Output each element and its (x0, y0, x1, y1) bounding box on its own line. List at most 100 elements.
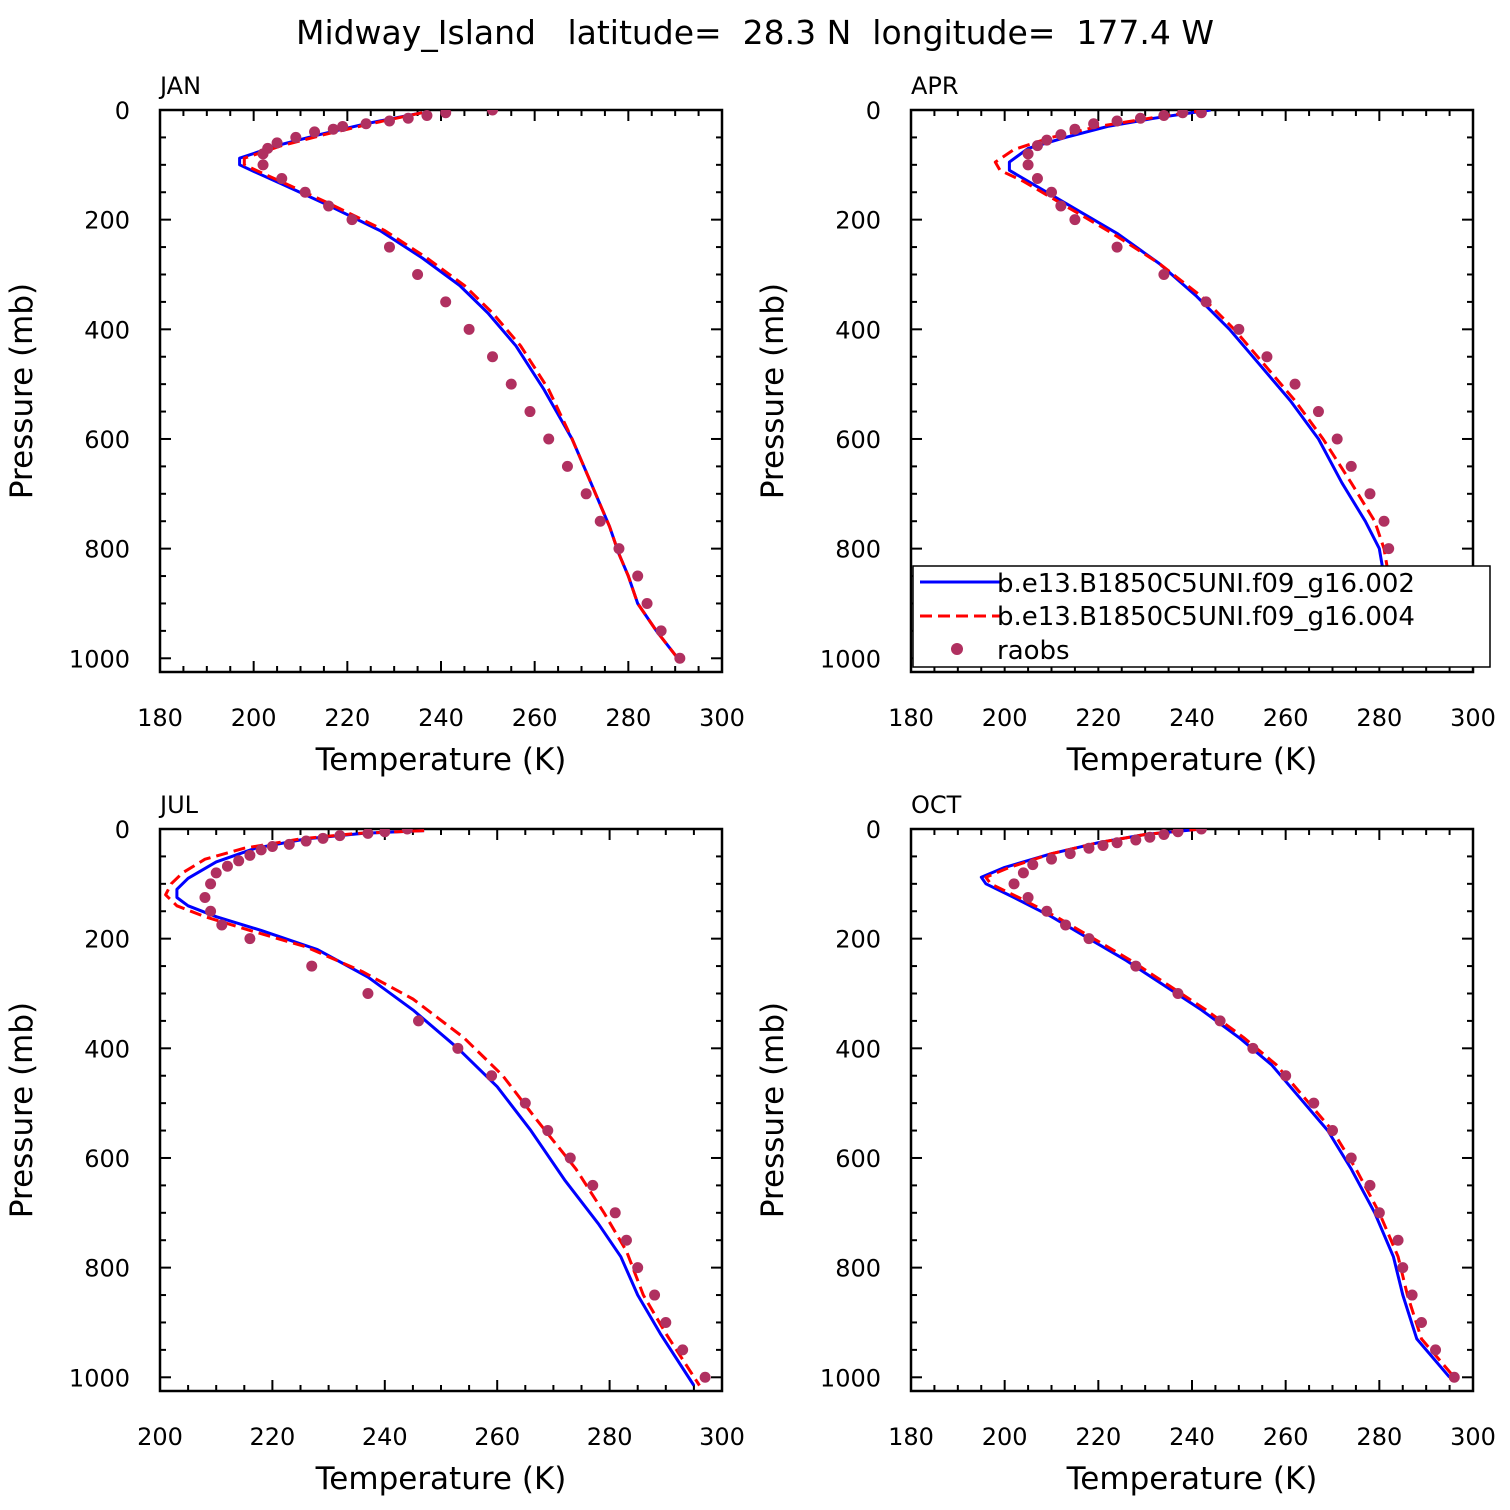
panel-label-jan: JAN (158, 72, 201, 100)
raobs-point (1158, 110, 1170, 121)
x-tick-label: 260 (1263, 704, 1309, 732)
raobs-point (1195, 829, 1207, 835)
raobs-point (1111, 115, 1123, 127)
panel-label-oct: OCT (911, 791, 962, 819)
y-tick-label: 800 (835, 536, 881, 564)
x-tick-label: 280 (587, 1423, 633, 1451)
y-axis-label-jan: Pressure (mb) (4, 283, 40, 499)
panel-label-apr: APR (911, 72, 959, 100)
raobs-point (1383, 543, 1395, 555)
y-tick-label: 600 (835, 426, 881, 454)
raobs-point (1214, 1015, 1226, 1027)
raobs-point (1177, 110, 1189, 119)
x-tick-label: 220 (1075, 704, 1121, 732)
x-tick-label: 220 (249, 1423, 295, 1451)
raobs-point (360, 118, 372, 130)
raobs-point (677, 1344, 689, 1356)
y-axis-label-apr: Pressure (mb) (755, 283, 791, 499)
raobs-point (632, 1262, 644, 1274)
raobs-point (580, 488, 592, 500)
raobs-point (1069, 214, 1081, 226)
y-tick-label: 400 (84, 1035, 130, 1063)
raobs-point (327, 123, 339, 135)
raobs-point (1046, 853, 1057, 865)
raobs-point (613, 543, 625, 555)
raobs-point (440, 296, 452, 308)
raobs-point (674, 652, 686, 664)
raobs-point (299, 186, 311, 198)
raobs-point (486, 1070, 498, 1082)
raobs-point (290, 131, 302, 143)
y-tick-label: 800 (835, 1255, 881, 1283)
x-tick-label: 200 (982, 1423, 1028, 1451)
raobs-point (1373, 1207, 1385, 1219)
y-tick-label: 400 (84, 316, 130, 344)
raobs-point (620, 1234, 632, 1246)
x-tick-label: 200 (137, 1423, 183, 1451)
raobs-point (1364, 488, 1376, 500)
raobs-point (244, 933, 256, 945)
raobs-point (1172, 987, 1184, 999)
y-tick-label: 200 (84, 207, 130, 235)
raobs-point (1022, 159, 1034, 171)
raobs-point (1312, 406, 1324, 418)
raobs-point (1280, 1070, 1292, 1082)
raobs-point (1378, 515, 1390, 527)
raobs-point (210, 867, 222, 879)
raobs-point (323, 200, 335, 212)
raobs-point (1017, 867, 1029, 879)
chart-title: Midway_Island latitude= 28.3 N longitude… (296, 13, 1214, 52)
plot-frame-oct (909, 827, 1475, 1393)
x-tick-label: 180 (888, 1423, 934, 1451)
raobs-point (1064, 848, 1076, 860)
raobs-point (1088, 118, 1100, 130)
raobs-point (362, 829, 374, 839)
raobs-point (257, 159, 269, 171)
raobs-point (216, 919, 228, 931)
raobs-point (1392, 1234, 1404, 1246)
legend-label-raobs: raobs (997, 636, 1070, 666)
raobs-point (1345, 460, 1357, 472)
raobs-point (1158, 829, 1170, 840)
x-tick-label: 260 (474, 1423, 520, 1451)
raobs-point (334, 830, 346, 842)
raobs-point (1031, 173, 1043, 185)
x-tick-label: 220 (1075, 1423, 1121, 1451)
raobs-point (1111, 241, 1123, 253)
raobs-point (233, 855, 245, 867)
raobs-point (1060, 919, 1072, 931)
raobs-point (1027, 859, 1039, 871)
panel-oct: OCT 180 200 220 240 260 280 300 0 200 400 600 800 100… (755, 791, 1496, 1497)
raobs-point (346, 214, 358, 226)
raobs-point (1144, 831, 1156, 843)
raobs-point (205, 905, 217, 917)
x-tick-label: 180 (888, 704, 934, 732)
raobs-point (1041, 134, 1053, 146)
x-tick-label: 240 (418, 704, 464, 732)
raobs-point (1083, 842, 1095, 854)
x-tick-label: 240 (362, 1423, 408, 1451)
raobs-point (205, 878, 217, 890)
raobs-point (1430, 1344, 1442, 1356)
raobs-point (1308, 1097, 1320, 1109)
y-tick-label: 400 (835, 1035, 881, 1063)
x-tick-label: 260 (1263, 1423, 1309, 1451)
raobs-point (1448, 1371, 1460, 1383)
raobs-point (283, 838, 295, 850)
raobs-point (401, 829, 413, 835)
panel-label-jul: JUL (158, 791, 199, 819)
raobs-point (452, 1042, 464, 1054)
legend-label-004: b.e13.B1850C5UNI.f09_g16.004 (997, 602, 1415, 632)
raobs-point (543, 433, 555, 445)
raobs-point (440, 110, 452, 119)
raobs-point (561, 460, 573, 472)
raobs-point (660, 1316, 672, 1328)
raobs-point (1069, 123, 1081, 135)
y-tick-label: 1000 (820, 1364, 881, 1392)
x-tick-label: 240 (1169, 1423, 1215, 1451)
x-tick-label: 280 (1356, 704, 1402, 732)
raobs-point (413, 1015, 425, 1027)
raobs-point (257, 148, 269, 160)
raobs-point (587, 1179, 599, 1191)
